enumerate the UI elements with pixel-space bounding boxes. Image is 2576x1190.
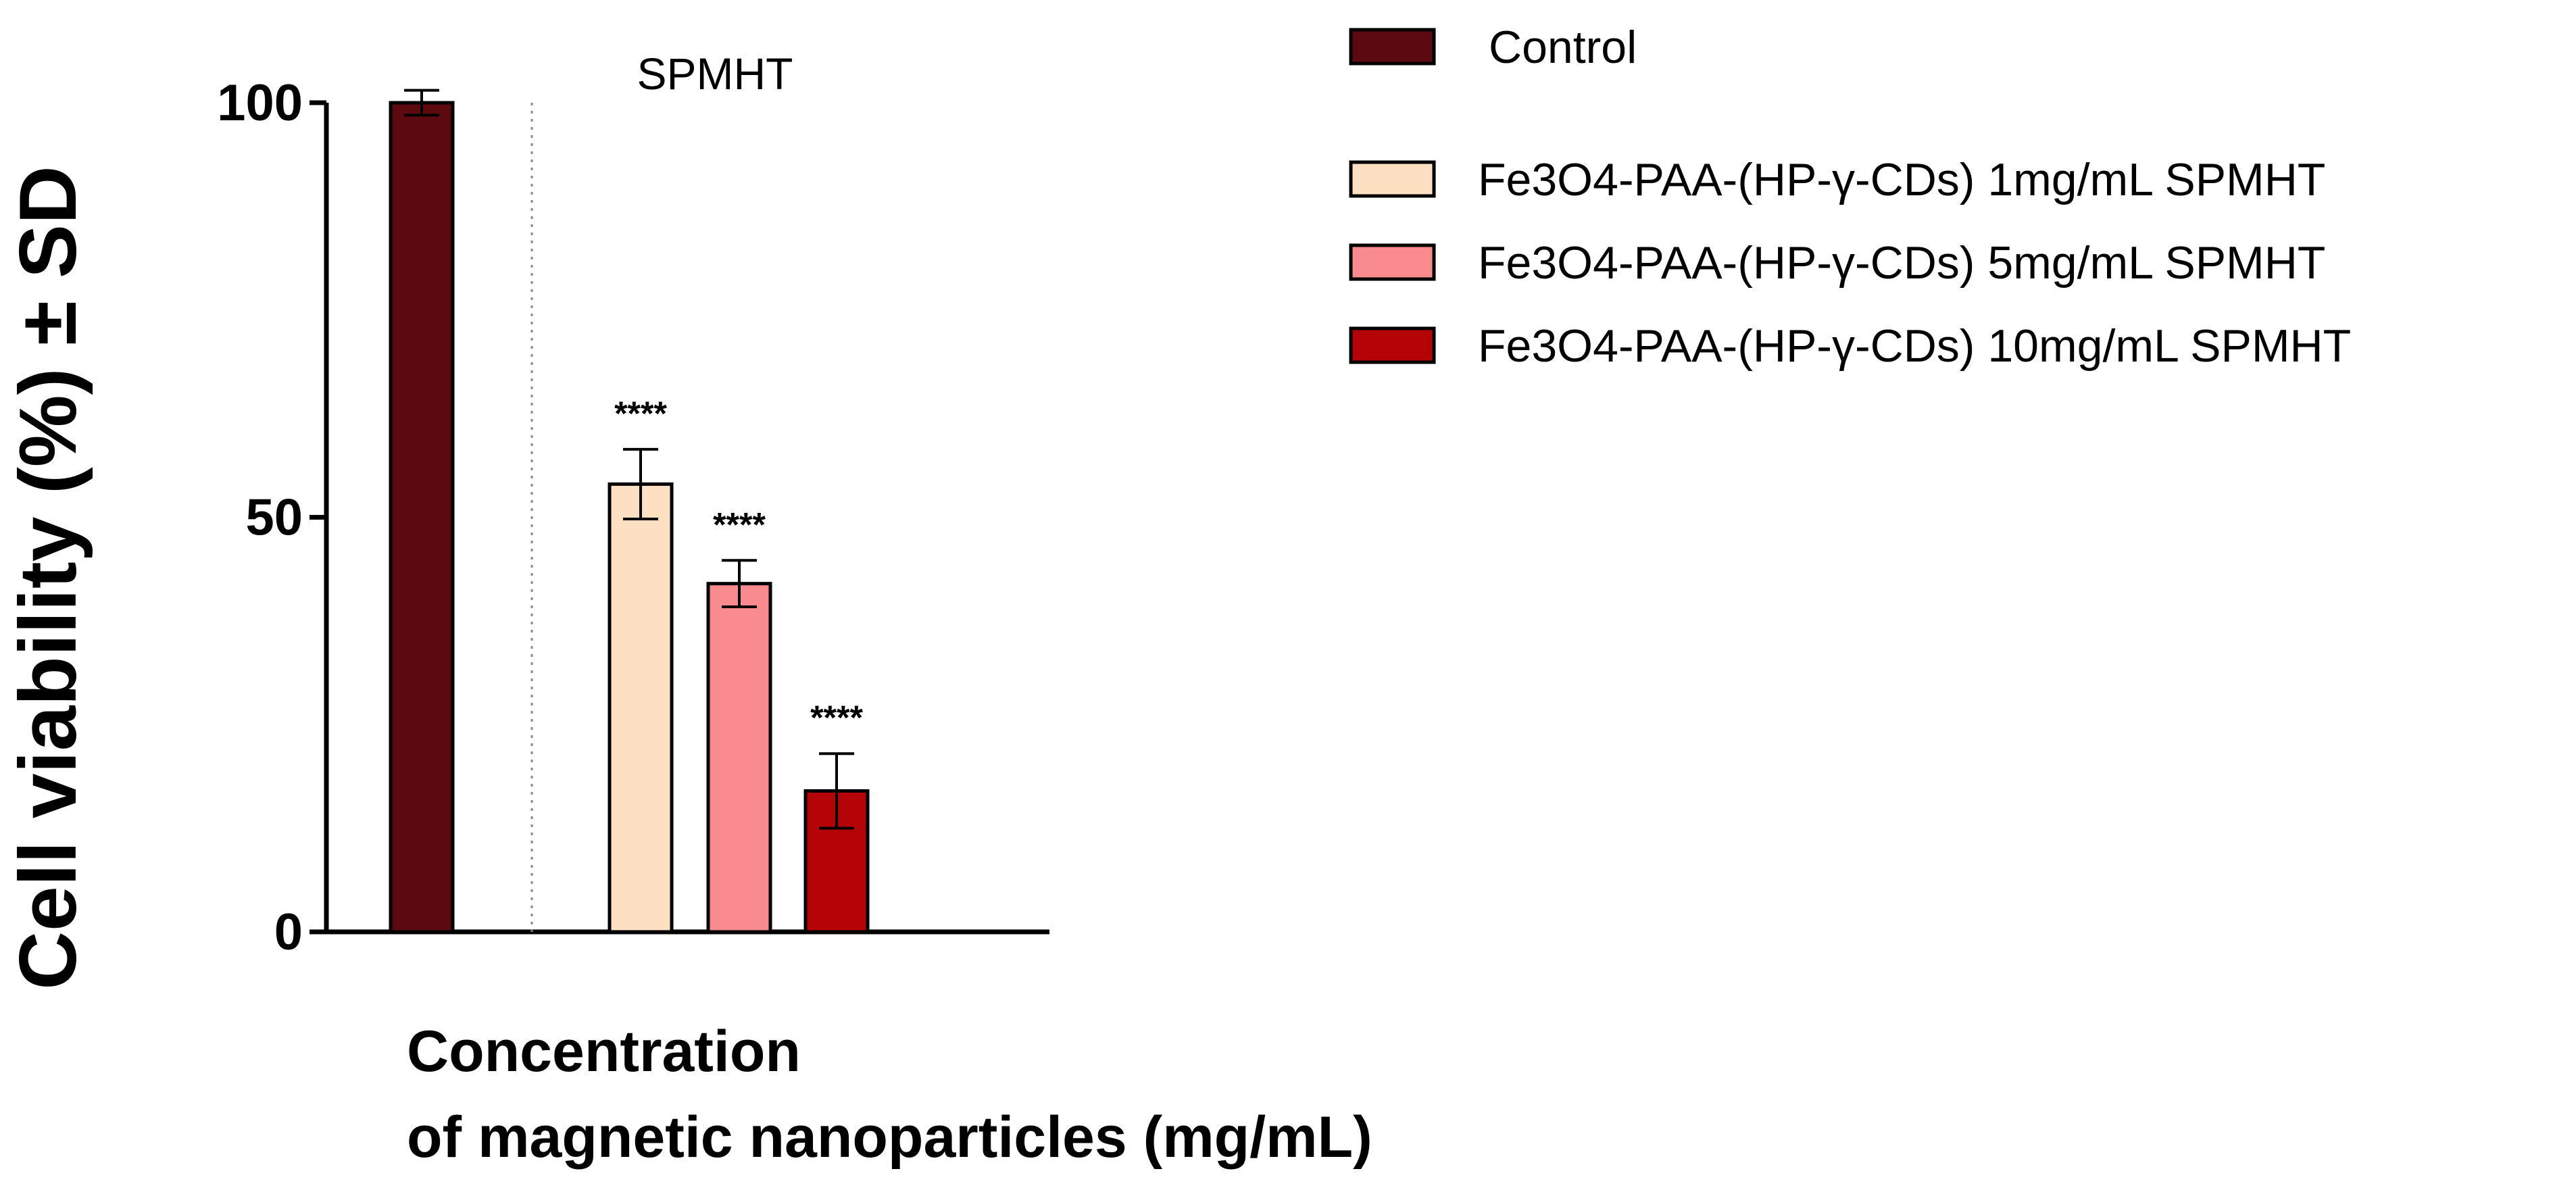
bar [389, 101, 455, 934]
legend-label: Fe3O4-PAA-(HP-γ-CDs) 1mg/mL SPMHT [1478, 154, 2325, 205]
legend-swatch [1349, 326, 1436, 364]
y-tick-label: 50 [245, 489, 303, 547]
legend-label: Control [1489, 22, 1637, 73]
legend-label: Fe3O4-PAA-(HP-γ-CDs) 10mg/mL SPMHT [1478, 320, 2351, 372]
significance-label: **** [810, 699, 863, 737]
group-label: SPMHT [637, 49, 793, 99]
legend-swatch [1349, 160, 1436, 198]
significance-label: **** [713, 505, 766, 543]
bar [706, 582, 772, 934]
legend-swatch [1349, 243, 1436, 281]
legend-label: Fe3O4-PAA-(HP-γ-CDs) 5mg/mL SPMHT [1478, 237, 2325, 289]
y-tick-label: 0 [274, 903, 303, 961]
y-ticks: 0 50 100 [217, 74, 326, 961]
x-axis-label-line-1: Concentration [407, 1019, 801, 1084]
bar [608, 482, 674, 934]
y-axis-label: Cell viability (%) ± SD [3, 166, 93, 989]
legend: Control Fe3O4-PAA-(HP-γ-CDs) 1mg/mL SPMHT… [1349, 22, 2351, 372]
significance-label: **** [614, 395, 667, 432]
bars: **** **** **** [389, 89, 870, 934]
x-axis-label-line-2: of magnetic nanoparticles (mg/mL) [407, 1105, 1372, 1170]
y-tick-label: 100 [217, 74, 303, 132]
legend-swatch [1349, 28, 1436, 66]
